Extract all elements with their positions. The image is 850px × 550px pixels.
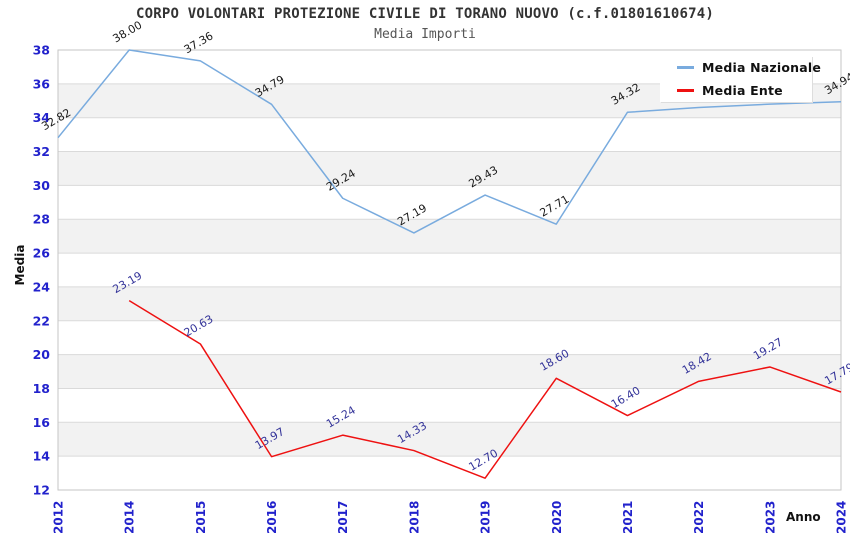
y-tick-label: 22 [33,313,50,328]
y-tick-label: 12 [33,483,50,498]
grid-band [58,286,841,321]
x-tick-label: 2016 [265,501,279,534]
chart-title: CORPO VOLONTARI PROTEZIONE CIVILE DI TOR… [135,6,715,22]
data-label: 27.71 [538,193,572,220]
x-tick-label: 2014 [123,501,137,534]
x-tick-label: 2024 [835,501,849,534]
y-tick-label: 30 [33,178,51,193]
x-tick-label: 2021 [621,501,635,534]
x-tick-label: 2023 [763,501,777,534]
x-axis-title: Anno [786,510,821,524]
data-label: 37.36 [182,29,216,56]
plot-border [57,49,842,491]
nazionale-line-swatch [677,66,694,69]
grid-band [58,354,841,389]
y-tick-label: 38 [33,43,50,58]
grid-bands [58,83,841,457]
y-axis-ticks: 12 14 16 18 20 22 24 26 28 30 32 34 36 38 [33,43,51,498]
legend-item-media-nazionale: Media Nazionale [660,56,821,79]
series-line [128,299,842,479]
legend-item-media-ente: Media Ente [660,79,812,102]
x-tick-label: 2018 [407,501,421,534]
series-line [57,49,842,234]
grid-band [58,151,841,186]
legend-label-ente: Media Ente [702,83,783,98]
y-tick-label: 26 [33,246,51,261]
x-tick-label: 2012 [52,501,66,534]
y-tick-label: 34 [33,110,51,125]
y-axis-title: Media [13,244,27,286]
chart-subtitle: Media Importi [374,27,476,42]
x-tick-label: 2017 [336,501,350,534]
x-tick-label: 2015 [194,501,208,534]
y-tick-label: 20 [33,347,51,362]
y-tick-label: 18 [33,381,50,396]
grid-band [58,219,841,254]
y-tick-label: 24 [33,279,51,294]
legend-label-nazionale: Media Nazionale [702,60,822,75]
y-tick-label: 14 [33,449,51,464]
y-tick-label: 36 [33,76,51,91]
x-axis-ticks: 2012 2014 2015 2016 2017 2018 2019 2020 2021 2022… [52,501,849,534]
x-tick-label: 2022 [692,501,706,534]
y-tick-label: 28 [33,212,50,227]
data-label: 38.00 [111,18,145,45]
legend: Media Nazionale Media Ente [660,56,821,102]
ente-line-swatch [677,89,694,92]
x-tick-label: 2020 [550,501,564,534]
y-tick-label: 32 [33,144,50,159]
grid-band [58,422,841,457]
y-tick-label: 16 [33,415,51,430]
x-tick-label: 2019 [479,501,493,534]
